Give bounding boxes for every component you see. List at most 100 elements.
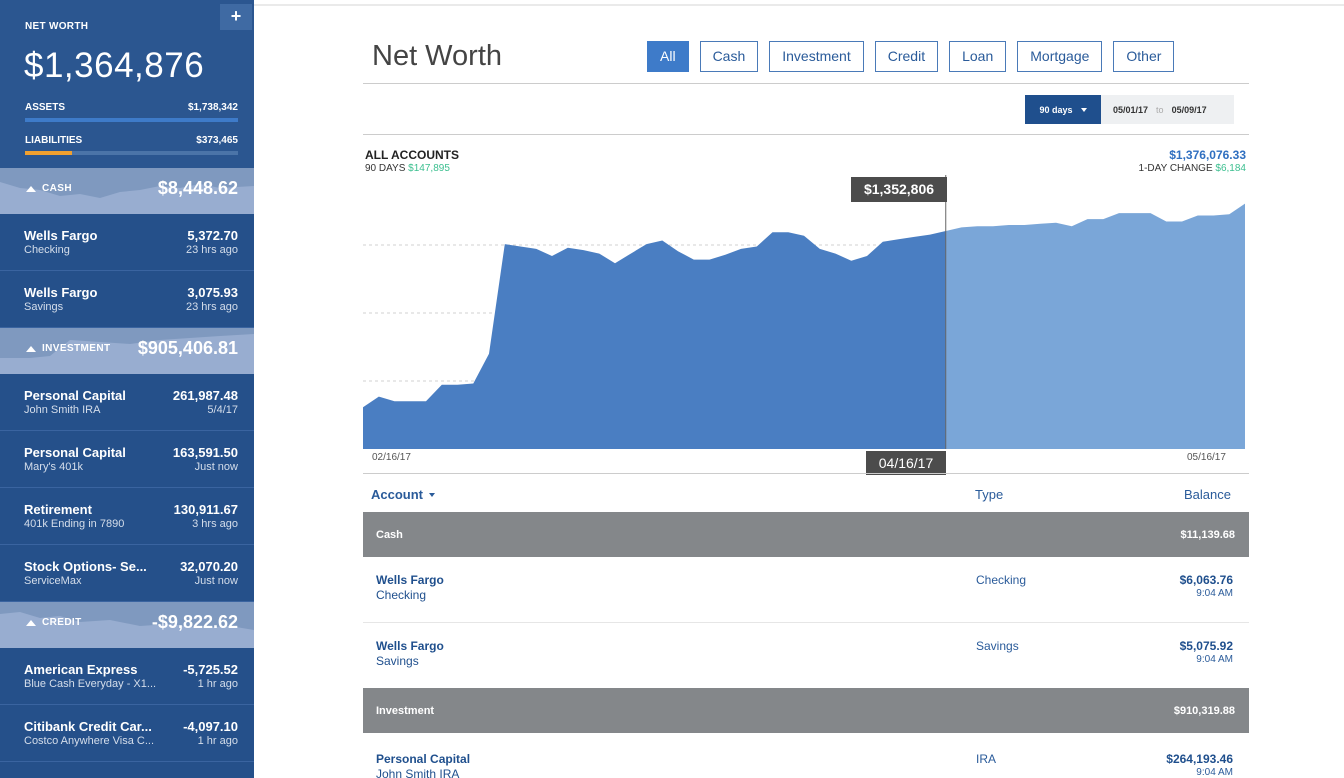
account-name: Wells Fargo <box>24 285 98 300</box>
assets-value: $1,738,342 <box>187 102 238 113</box>
top-divider <box>254 4 1344 6</box>
account-amount: -5,725.52 <box>183 662 238 677</box>
date-from[interactable]: 05/01/17 <box>1113 104 1149 115</box>
row-type: IRA <box>976 752 997 766</box>
chevron-down-icon <box>1080 107 1087 112</box>
row-balance: $6,063.76 <box>1179 573 1233 587</box>
filter-credit[interactable]: Credit <box>874 41 939 72</box>
account-updated: 23 hrs ago <box>186 301 238 313</box>
account-sub: John Smith IRA <box>24 404 101 416</box>
row-account-sub: Checking <box>376 588 427 602</box>
group-row-investment[interactable]: Investment $910,319.88 <box>363 688 1249 733</box>
balance-column-header[interactable]: Balance <box>1184 487 1231 502</box>
account-amount: 261,987.48 <box>172 388 238 403</box>
account-updated: 3 hrs ago <box>192 518 238 530</box>
sidebar-account-item[interactable]: Personal Capital Mary's 401k 163,591.50 Ju… <box>0 431 254 488</box>
account-column-label: Account <box>371 487 423 502</box>
account-name: American Express <box>24 662 138 677</box>
account-sub: Checking <box>24 244 70 256</box>
cash-sparkline <box>0 182 254 214</box>
filter-investment[interactable]: Investment <box>769 41 864 72</box>
date-to-label: to <box>1156 104 1164 115</box>
group-label: Investment <box>376 705 435 717</box>
sidebar-account-item[interactable]: Wells Fargo Checking 5,372.70 23 hrs ago <box>0 214 254 271</box>
range-dropdown[interactable]: 90 days <box>1025 95 1101 124</box>
sidebar-account-item[interactable]: Retirement 401k Ending in 7890 130,911.67… <box>0 488 254 545</box>
assets-bar-fill <box>25 118 238 122</box>
liabilities-bar-fill <box>25 151 72 155</box>
section-header-credit[interactable]: CREDIT -$9,822.62 <box>0 602 254 648</box>
account-column-header[interactable]: Account <box>371 487 435 502</box>
table-row[interactable]: Personal Capital John Smith IRA IRA $264… <box>363 736 1249 778</box>
assets-row[interactable]: ASSETS $1,738,342 <box>25 102 238 113</box>
x-axis-start-label: 02/16/17 <box>372 452 411 463</box>
chart-area-future <box>945 203 1245 449</box>
account-updated: Just now <box>194 575 238 587</box>
sidebar-account-item[interactable]: Citibank Credit Car... Costco Anywhere Vi… <box>0 705 254 762</box>
range-dropdown-label: 90 days <box>1039 104 1073 115</box>
row-account-sub: John Smith IRA <box>376 767 460 778</box>
assets-bar <box>25 118 238 122</box>
date-to[interactable]: 05/09/17 <box>1171 104 1207 115</box>
collapse-triangle-icon <box>26 185 36 192</box>
x-axis-end-label: 05/16/17 <box>1187 452 1226 463</box>
filter-other[interactable]: Other <box>1113 41 1175 72</box>
filter-cash[interactable]: Cash <box>699 41 759 72</box>
section-total: -$9,822.62 <box>151 612 238 632</box>
group-total: $11,139.68 <box>1180 529 1235 541</box>
net-worth-chart[interactable] <box>363 175 1245 450</box>
row-type: Checking <box>976 573 1027 587</box>
chart-tooltip-value: $1,352,806 <box>851 177 947 202</box>
table-row[interactable]: Wells Fargo Savings Savings $5,075.92 9:… <box>363 623 1249 689</box>
sort-down-icon <box>429 492 435 497</box>
chart-area-past <box>363 231 946 449</box>
section-header-investment[interactable]: INVESTMENT $905,406.81 <box>0 328 254 374</box>
sidebar-account-item[interactable]: Personal Capital John Smith IRA 261,987.4… <box>0 374 254 431</box>
account-amount: 163,591.50 <box>172 445 238 460</box>
group-row-cash[interactable]: Cash $11,139.68 <box>363 512 1249 557</box>
row-time: 9:04 AM <box>1196 654 1233 665</box>
filter-all[interactable]: All <box>647 41 689 72</box>
section-header-cash[interactable]: CASH $8,448.62 <box>0 168 254 214</box>
account-updated: 5/4/17 <box>207 404 238 416</box>
add-account-button[interactable]: + <box>220 4 252 30</box>
net-worth-value: $1,364,876 <box>24 46 205 85</box>
sidebar-account-item[interactable]: Wells Fargo Savings 3,075.93 23 hrs ago <box>0 271 254 328</box>
sidebar-account-item[interactable]: Stock Options- Se... ServiceMax 32,070.20… <box>0 545 254 602</box>
liabilities-row[interactable]: LIABILITIES $373,465 <box>25 135 238 146</box>
account-type-filters: All Cash Investment Credit Loan Mortgage… <box>647 41 1175 72</box>
account-name: Wells Fargo <box>24 228 98 243</box>
account-amount: 5,372.70 <box>187 228 238 243</box>
row-balance: $5,075.92 <box>1179 639 1233 653</box>
group-total: $910,319.88 <box>1173 705 1235 717</box>
summary-total: $1,376,076.33 <box>1169 148 1246 162</box>
account-sub: Costco Anywhere Visa C... <box>24 735 155 747</box>
account-updated: 1 hr ago <box>197 678 238 690</box>
account-name: Citibank Credit Car... <box>24 719 152 734</box>
divider <box>363 134 1249 135</box>
summary-1day-label: 1-DAY CHANGE <box>1138 163 1213 174</box>
account-updated: 1 hr ago <box>197 735 238 747</box>
credit-sparkline <box>0 612 254 648</box>
summary-1day: 1-DAY CHANGE $6,184 <box>1139 163 1246 174</box>
account-sub: Mary's 401k <box>24 461 83 473</box>
account-name: Stock Options- Se... <box>24 559 147 574</box>
row-time: 9:04 AM <box>1196 767 1233 778</box>
account-sub: 401k Ending in 7890 <box>24 518 125 530</box>
row-balance: $264,193.46 <box>1166 752 1233 766</box>
page-title: Net Worth <box>372 40 503 72</box>
divider <box>363 83 1249 84</box>
filter-mortgage[interactable]: Mortgage <box>1017 41 1103 72</box>
liabilities-bar <box>25 151 238 155</box>
sidebar-account-item[interactable]: American Express Blue Cash Everyday - X1.… <box>0 648 254 705</box>
summary-1day-change: $6,184 <box>1215 163 1246 174</box>
account-amount: 3,075.93 <box>187 285 238 300</box>
investment-sparkline <box>0 334 254 374</box>
account-amount: -4,097.10 <box>183 719 238 734</box>
filter-loan[interactable]: Loan <box>949 41 1007 72</box>
table-row[interactable]: Wells Fargo Checking Checking $6,063.76 … <box>363 557 1249 623</box>
type-column-header[interactable]: Type <box>975 487 1004 502</box>
net-worth-label: NET WORTH <box>25 21 89 32</box>
account-name: Retirement <box>24 502 92 517</box>
row-account-name: Wells Fargo <box>376 639 444 653</box>
